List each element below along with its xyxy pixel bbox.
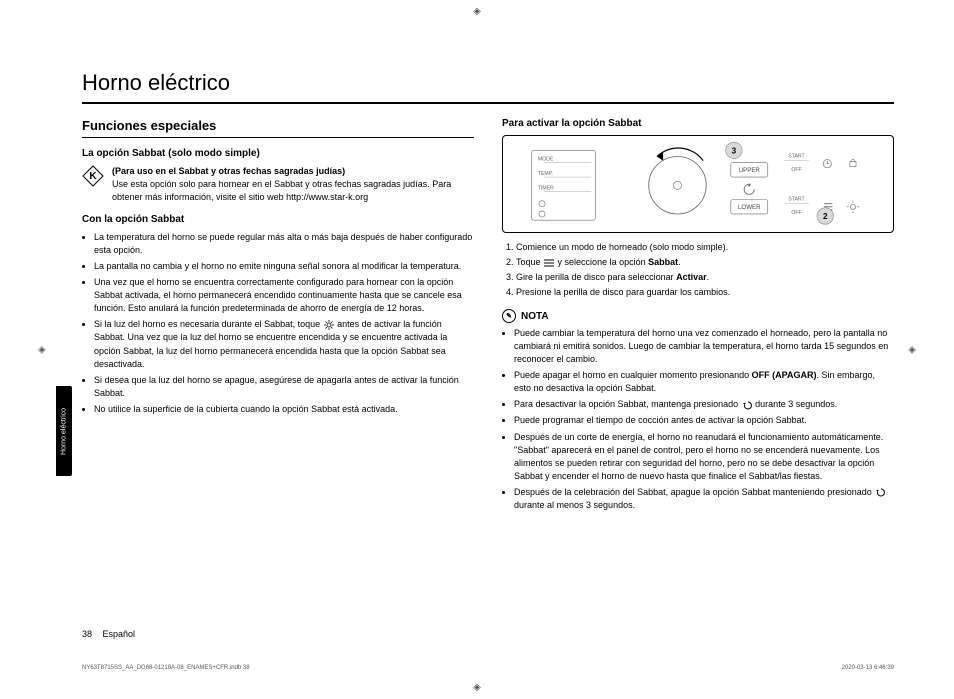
svg-text:TEMP.: TEMP. — [538, 171, 553, 177]
side-tab: Horno eléctrico — [56, 386, 72, 476]
note-icon: ✎ — [502, 309, 516, 323]
columns: Funciones especiales La opción Sabbat (s… — [82, 118, 894, 518]
note-label: NOTA — [521, 311, 549, 322]
svg-text:LOWER: LOWER — [738, 204, 761, 211]
section-rule — [82, 137, 474, 138]
control-panel-diagram: MODE TEMP. TIMER — [502, 135, 894, 233]
svg-text:2: 2 — [823, 212, 828, 221]
list-item: No utilice la superficie de la cubierta … — [94, 403, 474, 416]
subsection-heading: La opción Sabbat (solo modo simple) — [82, 148, 474, 159]
svg-text:OFF: OFF — [791, 167, 801, 173]
crop-mark-icon: ◈ — [473, 6, 481, 17]
right-column: Para activar la opción Sabbat MODE TEMP.… — [502, 118, 894, 518]
svg-text:K: K — [89, 171, 97, 182]
print-footer: NY63T8715SS_AA_DG68-01218A-08_ENAMES+CFR… — [82, 665, 894, 671]
page-title: Horno eléctrico — [82, 70, 894, 96]
activation-steps: Comience un modo de horneado (solo modo … — [502, 241, 894, 299]
list-item: Comience un modo de horneado (solo modo … — [516, 241, 894, 254]
print-footer-left: NY63T8715SS_AA_DG68-01218A-08_ENAMES+CFR… — [82, 665, 250, 671]
svg-text:3: 3 — [732, 146, 737, 155]
panel-label: MODE — [538, 157, 554, 163]
list-item: Puede programar el tiempo de cocción ant… — [514, 414, 894, 427]
page: ◈ ◈ ◈ ◈ Horno eléctrico Horno eléctrico … — [0, 0, 954, 699]
page-footer: 38 Español — [82, 629, 135, 639]
subsection-heading: Para activar la opción Sabbat — [502, 118, 894, 129]
list-item: Presione la perilla de disco para guarda… — [516, 286, 894, 299]
list-item: La temperatura del horno se puede regula… — [94, 231, 474, 257]
note-bullets: Puede cambiar la temperatura del horno u… — [502, 327, 894, 512]
list-item: Puede apagar el horno en cualquier momen… — [514, 369, 894, 395]
page-number: 38 — [82, 629, 92, 639]
svg-text:START: START — [788, 154, 805, 160]
crop-mark-icon: ◈ — [908, 344, 916, 355]
kosher-text: (Para uso en el Sabbat y otras fechas sa… — [112, 165, 474, 204]
svg-text:OFF: OFF — [791, 210, 801, 216]
back-icon — [875, 487, 885, 497]
list-item: Si la luz del horno es necesaria durante… — [94, 318, 474, 370]
print-footer-right: 2020-03-13 6:46:39 — [842, 665, 894, 671]
list-item: Una vez que el horno se encuentra correc… — [94, 276, 474, 315]
back-icon — [742, 400, 752, 410]
kosher-note: K (Para uso en el Sabbat y otras fechas … — [82, 165, 474, 204]
note-heading: ✎ NOTA — [502, 309, 894, 323]
svg-text:TIMER: TIMER — [538, 185, 554, 191]
sabbat-bullets: La temperatura del horno se puede regula… — [82, 231, 474, 416]
section-heading: Funciones especiales — [82, 118, 474, 133]
kosher-k-icon: K — [82, 165, 104, 187]
list-item: Después de la celebración del Sabbat, ap… — [514, 486, 894, 512]
kosher-line1: (Para uso en el Sabbat y otras fechas sa… — [112, 166, 345, 176]
list-item: Gire la perilla de disco para selecciona… — [516, 271, 894, 284]
oven-light-icon — [324, 320, 334, 330]
title-rule — [82, 102, 894, 104]
svg-text:UPPER: UPPER — [739, 167, 761, 174]
menu-icon — [544, 259, 554, 267]
list-item: Si desea que la luz del horno se apague,… — [94, 374, 474, 400]
subsection-heading: Con la opción Sabbat — [82, 214, 474, 225]
list-item: Toque y seleccione la opción Sabbat. — [516, 256, 894, 269]
left-column: Funciones especiales La opción Sabbat (s… — [82, 118, 474, 518]
crop-mark-icon: ◈ — [38, 344, 46, 355]
kosher-line2: Use esta opción solo para hornear en el … — [112, 179, 451, 202]
list-item: Después de un corte de energía, el horno… — [514, 431, 894, 483]
footer-language: Español — [103, 629, 136, 639]
svg-text:START: START — [788, 197, 805, 203]
list-item: Puede cambiar la temperatura del horno u… — [514, 327, 894, 366]
list-item: Para desactivar la opción Sabbat, manten… — [514, 398, 894, 411]
crop-mark-icon: ◈ — [473, 682, 481, 693]
list-item: La pantalla no cambia y el horno no emit… — [94, 260, 474, 273]
